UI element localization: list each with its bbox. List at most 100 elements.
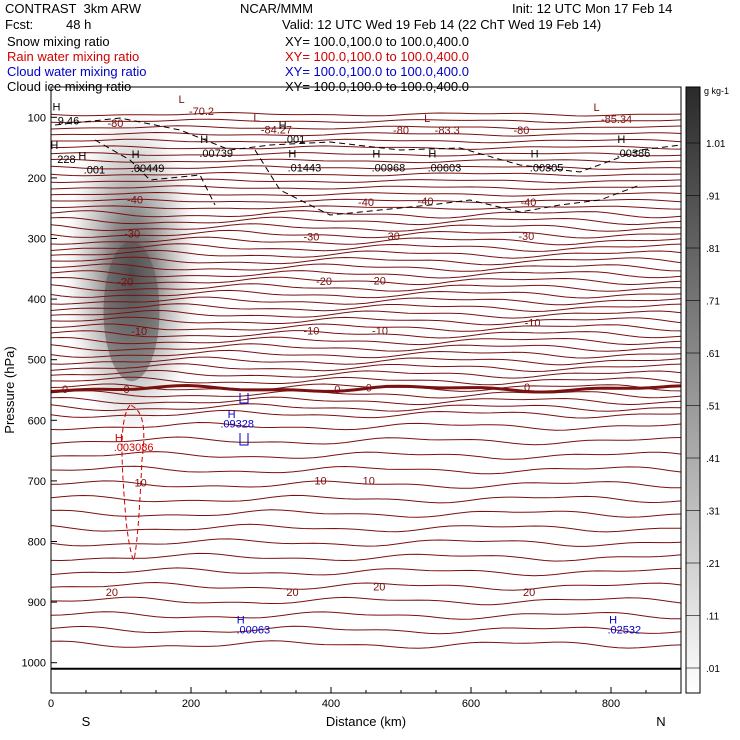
temperature-contour-line [51,138,682,144]
temperature-label: -30 [124,229,140,241]
y-tick-label: 1000 [22,658,46,670]
temperature-label: 20 [286,587,298,599]
temperature-contour-line [50,640,682,649]
cloud-water-label: H [228,409,236,421]
temperature-contour-line [50,494,682,504]
cloud-water-label: H [237,615,245,627]
temperature-contour-line [50,283,682,292]
temperature-label: 20 [373,581,385,593]
temperature-contour-line [50,263,682,272]
temperature-contour-line [50,625,682,635]
temperature-contour-line [50,509,682,518]
temperature-label: 10 [363,475,375,487]
field-cloud-water-xy: XY= 100.0,100.0 to 100.0,400.0 [285,64,469,79]
cloud-water-label: .02532 [607,624,641,636]
temperature-contour-line [50,243,682,252]
colorbar-unit: g kg-1 [704,86,729,96]
temperature-contour-line [50,523,682,533]
temperature-label: -80 [513,125,529,137]
temperature-contour-line [50,611,681,620]
temperature-contour-line [50,336,682,346]
cloud-ice-label: .00386 [617,148,651,160]
temperature-contour-line [50,249,682,259]
y-tick-label: 800 [28,537,46,549]
cloud-water-contour [239,393,249,446]
temperature-contour-line [50,596,682,606]
temperature-label: 0 [62,384,68,396]
contour-labels: L-70.2-80 L-84.27 -80L-83.3 -80L-85.34-40 -4… [50,94,650,636]
temperature-label: 0 [524,382,530,394]
colorbar-label: .01 [706,664,720,675]
colorbar-label: .41 [706,454,720,465]
temperature-contour-line [50,198,682,204]
temperature-contour-line [50,158,682,164]
field-rain: Rain water mixing ratio [7,49,140,64]
temperature-contour-line [50,223,682,232]
fcst-value: 48 h [66,17,92,32]
temperature-contour-line [50,396,682,406]
temperature-contour-line [50,465,682,475]
low-marker: L [178,94,184,106]
temperature-label: 0 [366,383,372,395]
temperature-label: -70.2 [189,106,214,118]
x-tick-label: 400 [322,698,340,710]
low-marker: L [424,113,430,125]
temperature-label: -30 [303,232,319,244]
cloud-ice-contour [54,117,682,216]
high-marker: H [53,101,61,113]
temperature-label: 20 [106,587,118,599]
colorbar-label: 1.01 [706,139,726,150]
temperature-contour-line [50,165,682,170]
high-marker: H [372,149,380,161]
temperature-label: -30 [518,231,534,243]
temperature-label: -20 [117,277,133,289]
high-marker: H [132,149,140,161]
temperature-contour-line [50,323,682,332]
y-tick-label: 900 [28,597,46,609]
temperature-contour-line [50,125,682,130]
high-marker: H [428,149,436,161]
cloud-ice-label: .00739 [199,148,233,160]
high-marker: H [279,120,287,132]
temperature-label: -20 [370,275,386,287]
temperature-contour-line [50,210,682,219]
temperature-label: -20 [316,276,332,288]
colorbar-label: .21 [706,559,720,570]
cloud-ice-label: .00449 [131,163,165,175]
temperature-label: -40 [520,197,536,209]
field-snow: Snow mixing ratio [7,34,110,49]
temperature-contour-line [50,256,682,266]
colorbar-label: .81 [706,244,720,255]
y-tick-label: 200 [28,173,46,185]
temperature-contour-line [50,376,682,386]
high-marker: H [617,134,625,146]
colorbar-label: .71 [706,297,720,308]
colorbar-label: .91 [706,192,720,203]
y-tick-label: 400 [28,294,46,306]
field-cloud-water: Cloud water mixing ratio [7,64,147,79]
temperature-contour-line [50,111,682,117]
temperature-contour-line [50,349,682,359]
rain-label: H [115,432,123,444]
cloud-ice-label: 9.46 [58,115,79,127]
temperature-contour-line [50,316,682,326]
cloud-water-label: H [609,615,617,627]
y-tick-label: 600 [28,415,46,427]
cloud-ice-label: 228 [57,154,75,166]
snow-shading [61,86,202,427]
temperature-contour-line [50,178,682,184]
y-tick-label: 300 [28,234,46,246]
low-marker: L [253,112,259,124]
fcst-label: Fcst: [5,17,34,32]
temperature-contour-line [50,480,682,489]
temperature-label: -80 [393,125,409,137]
axes: 0 200 400 600 800100200300400500600700800900… [2,112,682,729]
temperature-contour-line [50,171,682,177]
freezing-level-contour [50,383,682,394]
temperature-label: -40 [358,197,374,209]
init-time: Init: 12 UTC Mon 17 Feb 14 [512,1,673,16]
temperature-label: -30 [384,231,400,243]
center-title: NCAR/MMM [240,1,313,16]
temperature-contour-line [50,289,682,299]
